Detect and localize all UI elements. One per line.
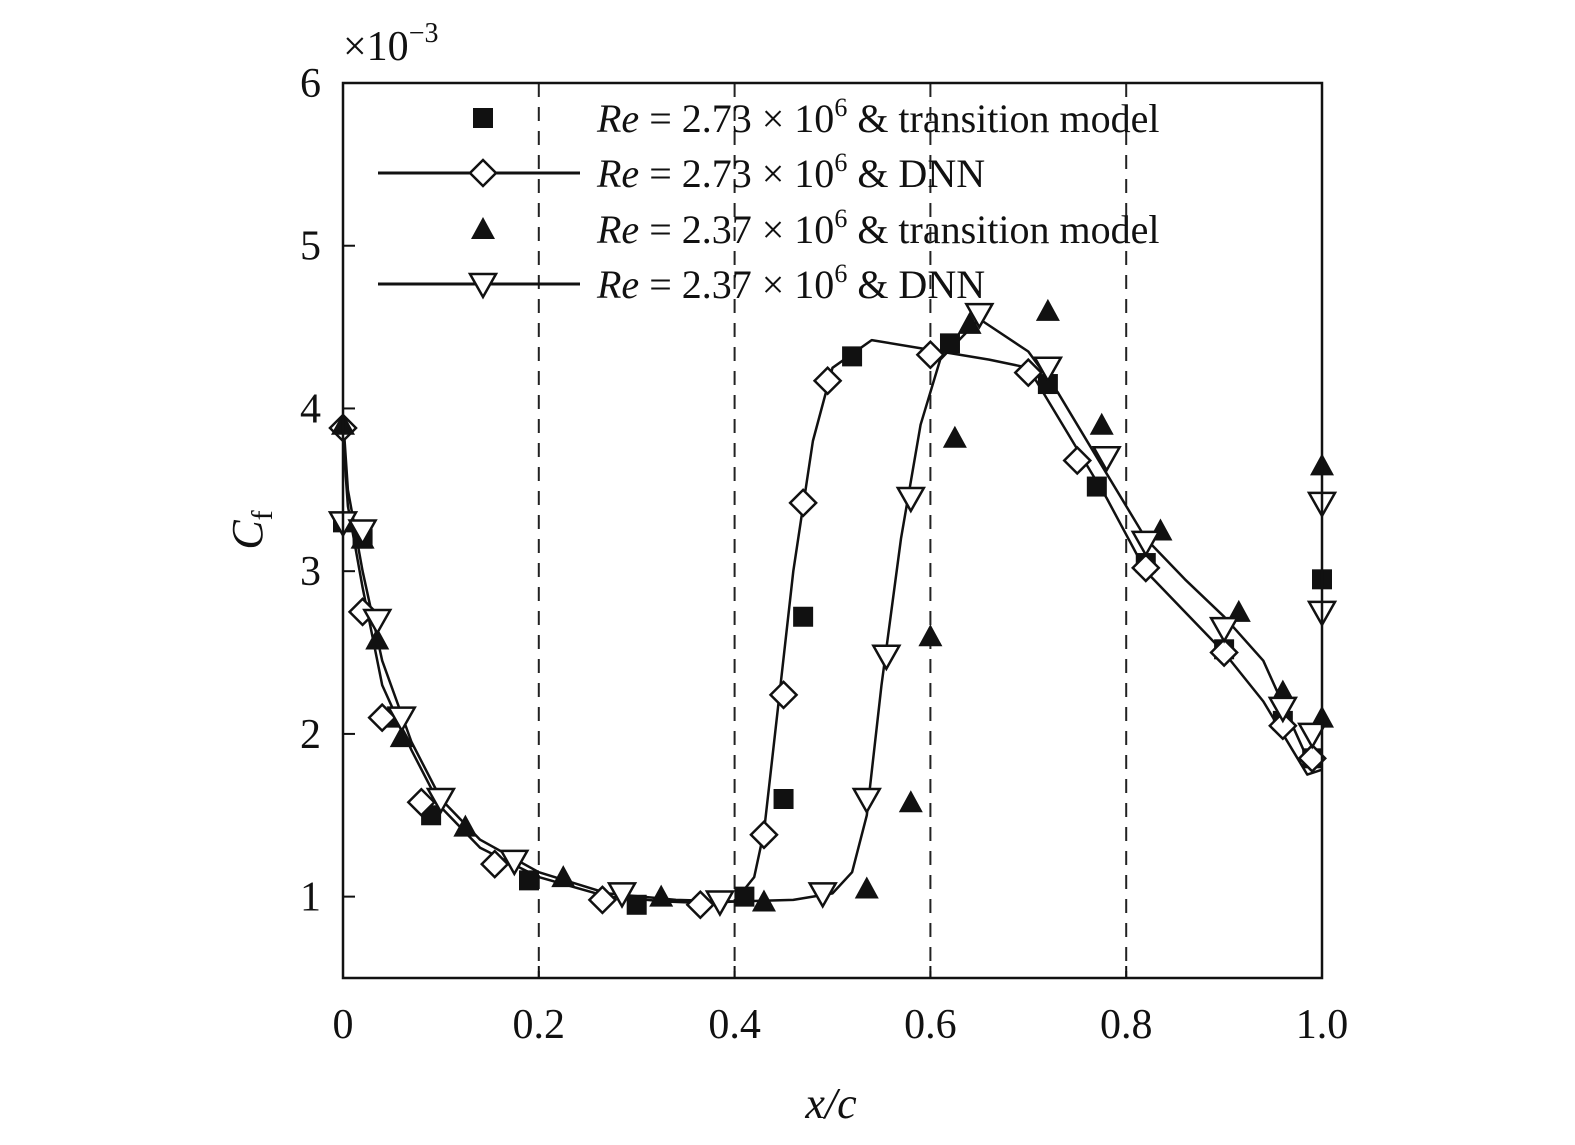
legend: Re = 2.73 × 106 & transition model Re = 2… xyxy=(378,93,1160,307)
legend-label: Re = 2.37 × 106 & transition model xyxy=(596,204,1160,252)
plot-frame xyxy=(341,81,1324,980)
series-3-point xyxy=(1226,599,1251,622)
series-3-point xyxy=(942,425,967,448)
x-tick-label: 0.2 xyxy=(513,1002,566,1048)
series-2-point xyxy=(788,488,818,518)
x-tick-label: 1.0 xyxy=(1296,1002,1349,1048)
series-2-point xyxy=(1268,711,1298,741)
series-3-point xyxy=(389,725,414,748)
x-tick-label: 0 xyxy=(333,1002,354,1048)
series-4-point xyxy=(1032,356,1064,384)
series-4-point xyxy=(1297,722,1328,750)
series-1-point xyxy=(519,870,540,891)
markers-group xyxy=(327,298,1338,920)
series-4-point xyxy=(964,302,995,330)
legend-marker xyxy=(467,272,499,300)
y-axis-title: Cf xyxy=(223,510,279,549)
series-2-point xyxy=(915,339,946,370)
series-4-point xyxy=(1208,616,1240,644)
series-1-point xyxy=(1086,476,1107,497)
y-tick-label: 4 xyxy=(300,386,321,432)
y-multiplier: ×10−3 xyxy=(343,18,438,70)
series-1-point xyxy=(939,333,960,354)
y-tick-label: 1 xyxy=(300,875,321,921)
legend-label: Re = 2.73 × 106 & DNN xyxy=(596,148,985,196)
series-2-line xyxy=(341,338,1323,905)
legend-marker xyxy=(468,158,498,188)
series-4-point xyxy=(807,882,838,909)
series-4-point xyxy=(895,486,926,514)
dashed-lines-group xyxy=(537,83,1128,978)
series-3-point xyxy=(957,311,982,334)
series-3-point xyxy=(751,889,776,912)
series-2-point xyxy=(812,366,843,396)
series-4-point xyxy=(1267,696,1298,724)
curves-group xyxy=(341,317,1323,905)
legend-marker xyxy=(473,108,493,128)
series-4-point xyxy=(1091,446,1122,473)
legend-label: Re = 2.73 × 106 & transition model xyxy=(596,93,1160,141)
series-3-point xyxy=(551,865,576,888)
x-axis-title: x/c xyxy=(804,1079,857,1128)
series-4-point xyxy=(386,706,417,734)
series-1-point xyxy=(793,606,814,627)
x-tick-label: 0.6 xyxy=(904,1002,957,1048)
series-3-point xyxy=(918,624,943,647)
series-4-point xyxy=(499,849,530,877)
series-3-point xyxy=(1035,298,1060,321)
series-1-point xyxy=(1037,374,1058,395)
series-2-point xyxy=(479,849,510,879)
series-4-point xyxy=(1130,530,1161,558)
series-2-point xyxy=(1062,445,1093,476)
series-2-point xyxy=(768,680,799,710)
series-1-point xyxy=(773,789,794,809)
series-3-point xyxy=(453,814,478,837)
series-4-point xyxy=(347,519,378,547)
series-4-point xyxy=(362,608,393,636)
series-2-point xyxy=(587,885,618,915)
series-3-point xyxy=(1089,412,1114,435)
series-4-point xyxy=(704,890,736,918)
series-1-point xyxy=(842,346,863,367)
series-3-point xyxy=(649,884,674,907)
series-1-point xyxy=(734,886,755,907)
series-2-point xyxy=(406,787,437,818)
legend-marker xyxy=(471,217,495,239)
series-2-point xyxy=(685,890,716,920)
y-tick-label: 6 xyxy=(300,61,321,107)
legend-label: Re = 2.37 × 106 & DNN xyxy=(596,259,985,307)
series-3-point xyxy=(365,627,390,650)
series-1-point xyxy=(626,894,647,915)
series-4-point xyxy=(851,787,882,815)
x-tick-label: 0.8 xyxy=(1100,1002,1153,1048)
y-axis-title-group: Cf xyxy=(223,510,279,549)
y-tick-label: 2 xyxy=(300,712,321,758)
series-4-point xyxy=(425,787,457,815)
series-2-point xyxy=(749,820,779,850)
series-2-point xyxy=(1013,357,1044,388)
y-tick-label: 5 xyxy=(300,224,321,270)
y-tick-label: 3 xyxy=(300,549,321,595)
series-4-line xyxy=(341,317,1322,903)
series-3-point xyxy=(898,790,923,813)
series-4-point xyxy=(606,882,638,909)
ticks-group: 0 0.2 0.4 0.6 0.8 1.0 1 2 3 4 5 6 xyxy=(300,61,1348,1048)
series-4-point xyxy=(871,644,902,672)
x-tick-label: 0.4 xyxy=(708,1002,761,1048)
series-3-point xyxy=(854,876,879,899)
series-2-point xyxy=(1131,553,1161,583)
series-2-point xyxy=(1209,637,1239,668)
series-3-point xyxy=(1270,679,1295,702)
